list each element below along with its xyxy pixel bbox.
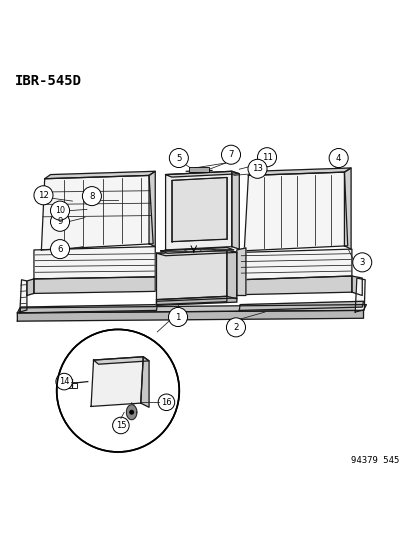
- Circle shape: [56, 373, 72, 390]
- Text: 14: 14: [59, 377, 69, 386]
- Polygon shape: [226, 250, 236, 299]
- Bar: [188, 167, 208, 172]
- Text: 4: 4: [335, 154, 341, 163]
- Polygon shape: [27, 279, 34, 295]
- Polygon shape: [34, 247, 155, 279]
- Text: 15: 15: [115, 421, 126, 430]
- Text: 7: 7: [228, 150, 233, 159]
- Polygon shape: [236, 248, 245, 295]
- Polygon shape: [165, 171, 239, 177]
- Polygon shape: [231, 171, 239, 249]
- Text: 12: 12: [38, 191, 49, 200]
- Polygon shape: [156, 250, 236, 256]
- Circle shape: [50, 201, 69, 220]
- Text: IBR-545D: IBR-545D: [14, 74, 81, 88]
- Circle shape: [34, 186, 53, 205]
- Text: 94379 545: 94379 545: [350, 456, 399, 465]
- Text: 5: 5: [176, 154, 181, 163]
- Polygon shape: [20, 280, 27, 312]
- Circle shape: [226, 318, 245, 337]
- Circle shape: [328, 149, 347, 167]
- Polygon shape: [240, 276, 351, 295]
- Circle shape: [221, 145, 240, 164]
- Bar: [68, 383, 77, 388]
- Polygon shape: [354, 278, 364, 312]
- Circle shape: [112, 417, 129, 434]
- Text: 16: 16: [161, 398, 171, 407]
- Polygon shape: [244, 172, 347, 251]
- Polygon shape: [17, 310, 363, 321]
- Polygon shape: [17, 304, 366, 313]
- Polygon shape: [171, 177, 226, 241]
- Text: 11: 11: [261, 152, 272, 161]
- Text: 3: 3: [358, 258, 364, 267]
- Circle shape: [129, 410, 134, 415]
- Polygon shape: [344, 168, 350, 249]
- Polygon shape: [149, 171, 155, 247]
- Polygon shape: [156, 250, 226, 300]
- Circle shape: [169, 149, 188, 167]
- Text: 10: 10: [55, 206, 65, 215]
- Polygon shape: [156, 298, 236, 305]
- Circle shape: [257, 148, 276, 167]
- Polygon shape: [248, 168, 350, 175]
- Polygon shape: [239, 301, 363, 310]
- Polygon shape: [140, 357, 149, 407]
- Text: 2: 2: [233, 323, 238, 332]
- Polygon shape: [20, 304, 157, 313]
- Circle shape: [50, 212, 69, 231]
- Polygon shape: [93, 357, 149, 364]
- Circle shape: [57, 329, 179, 452]
- Polygon shape: [41, 175, 153, 250]
- Polygon shape: [240, 249, 351, 280]
- Polygon shape: [165, 171, 231, 250]
- Polygon shape: [156, 296, 226, 304]
- Circle shape: [158, 394, 174, 410]
- Text: 1: 1: [175, 312, 180, 321]
- Polygon shape: [160, 247, 233, 253]
- Circle shape: [82, 187, 101, 206]
- Polygon shape: [91, 357, 143, 407]
- Circle shape: [352, 253, 371, 272]
- Polygon shape: [351, 276, 361, 295]
- Text: 9: 9: [57, 217, 62, 227]
- Polygon shape: [34, 277, 155, 293]
- Text: 13: 13: [252, 164, 262, 173]
- Polygon shape: [126, 405, 137, 419]
- Circle shape: [168, 308, 187, 327]
- Circle shape: [247, 159, 266, 179]
- Circle shape: [50, 240, 69, 259]
- Text: 6: 6: [57, 245, 63, 254]
- Polygon shape: [45, 171, 155, 179]
- Text: 8: 8: [89, 192, 95, 200]
